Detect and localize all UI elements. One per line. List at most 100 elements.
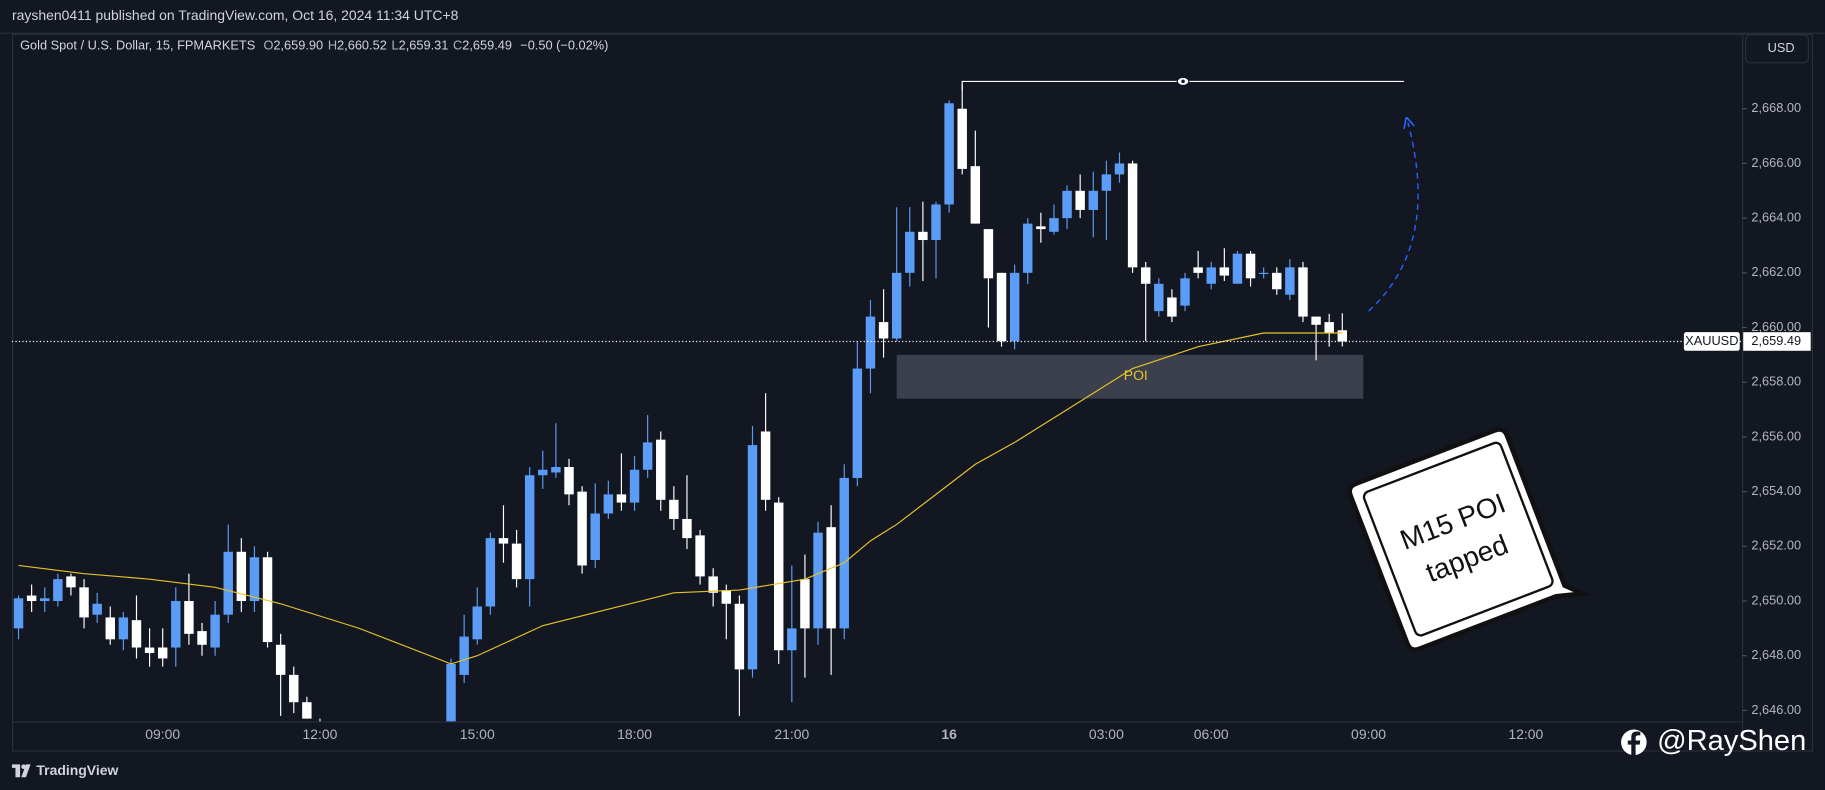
- candle-body: [459, 636, 469, 675]
- candle-body: [642, 442, 653, 470]
- poi-zone: [896, 354, 1364, 399]
- candle-body: [197, 631, 207, 645]
- sticker-inner: [1362, 441, 1554, 637]
- candle-body: [1311, 316, 1321, 325]
- candle-body: [144, 647, 155, 653]
- candle-body: [734, 603, 745, 670]
- x-tick-label: 06:00: [1194, 726, 1229, 742]
- candle-body: [275, 644, 286, 675]
- panel-border: [11, 33, 1814, 752]
- candle-body: [839, 477, 849, 629]
- candle-body: [1127, 163, 1138, 268]
- candle-body: [1023, 223, 1033, 273]
- y-tick-label: 2,652.00: [1751, 538, 1801, 553]
- candle-body: [498, 538, 509, 544]
- y-tick-label: 2,664.00: [1751, 210, 1801, 225]
- candle-body: [787, 628, 797, 651]
- candle-body: [1285, 267, 1295, 295]
- candle-body: [511, 543, 522, 580]
- candle-body: [1154, 283, 1164, 312]
- ohlc-key: C: [453, 38, 462, 53]
- candle-body: [577, 491, 587, 566]
- candle-body: [249, 557, 260, 602]
- y-tick-label: 2,660.00: [1751, 319, 1801, 334]
- x-tick-label: 12:00: [1508, 726, 1543, 742]
- candle-body: [944, 103, 954, 205]
- candle-body: [800, 579, 810, 629]
- candle-body: [983, 229, 994, 279]
- candle-body: [760, 431, 771, 500]
- candle-body: [105, 617, 115, 640]
- y-tick-label: 2,650.00: [1751, 592, 1801, 607]
- candle-body: [118, 617, 129, 640]
- x-tick-label: 09:00: [1351, 726, 1386, 742]
- candle-body: [40, 598, 50, 602]
- x-tick-label: 09:00: [145, 726, 180, 742]
- candle-body: [26, 595, 37, 602]
- candle-body: [1075, 190, 1085, 210]
- y-tick-label: 2,656.00: [1751, 428, 1801, 443]
- candle-body: [865, 316, 876, 369]
- candle-body: [905, 231, 915, 273]
- candle-body: [891, 272, 902, 339]
- candle-body: [1219, 267, 1230, 276]
- candle-body: [1337, 330, 1348, 342]
- candle-body: [682, 518, 692, 539]
- candle-body: [1140, 267, 1151, 284]
- y-tick-label: 2,648.00: [1751, 647, 1801, 662]
- x-tick-label: 03:00: [1089, 726, 1124, 742]
- watermark-icon-f: [1627, 731, 1641, 757]
- candle-body: [485, 538, 496, 607]
- candle-body: [616, 494, 627, 503]
- candle-body: [1088, 190, 1098, 210]
- candle-body: [302, 702, 312, 719]
- sticker: M15 POI tapped: [1347, 427, 1592, 652]
- candle-body: [1298, 267, 1308, 317]
- y-tick-label: 2,658.00: [1751, 374, 1801, 389]
- candle-body: [1114, 163, 1125, 175]
- candle-body: [1232, 253, 1243, 284]
- x-tick-label: 15:00: [460, 726, 495, 742]
- axes: 2,646.00 2,648.00 2,650.00 2,652.00 2,654.00…: [11, 100, 1811, 742]
- candle-body: [210, 614, 220, 648]
- y-tick-label: 2,668.00: [1751, 100, 1801, 115]
- candle-body: [1101, 174, 1112, 191]
- candle-body: [1049, 218, 1059, 232]
- candle-body: [970, 166, 981, 224]
- candle-body: [1272, 272, 1282, 290]
- y-tick-label: 2,666.00: [1751, 155, 1801, 170]
- publisher: rayshen0411 published on TradingView.com…: [12, 7, 459, 23]
- candle-body: [603, 494, 614, 514]
- candle-body: [852, 368, 863, 478]
- candle-body: [538, 469, 548, 476]
- ohlc-value: 2,659.90: [273, 38, 323, 53]
- candle-body: [695, 535, 705, 577]
- candle-body: [1167, 297, 1177, 317]
- candle-body: [262, 557, 273, 643]
- candle-body: [1245, 253, 1256, 279]
- candle-body: [289, 674, 299, 703]
- candle-body: [826, 527, 836, 629]
- candle-body: [918, 231, 928, 241]
- x-tick-label: 18:00: [617, 726, 652, 742]
- sticker-shape: [1347, 427, 1592, 652]
- candle-body: [721, 590, 732, 604]
- high-line: [961, 80, 1404, 91]
- candle-body: [446, 663, 456, 722]
- price-tag: [1743, 332, 1811, 351]
- poi-label: POI: [1124, 367, 1148, 383]
- candle-body: [1036, 226, 1046, 230]
- candle-body: [1258, 272, 1269, 275]
- symbol: Gold Spot / U.S. Dollar, 15, FPMARKETS: [20, 38, 255, 53]
- currency-button[interactable]: [1744, 34, 1809, 64]
- watermark-text: @RayShen: [1657, 725, 1806, 757]
- candle-body: [171, 601, 181, 648]
- candle-body: [564, 467, 574, 495]
- x-tick-label: 16: [941, 726, 957, 742]
- currency[interactable]: USD: [1768, 40, 1795, 55]
- candle-body: [957, 108, 967, 169]
- projection-arrow: [1368, 122, 1419, 312]
- x-tick-label: 21:00: [774, 726, 809, 742]
- change: −0.50 (−0.02%): [520, 38, 608, 53]
- logo-mark: [11, 764, 31, 778]
